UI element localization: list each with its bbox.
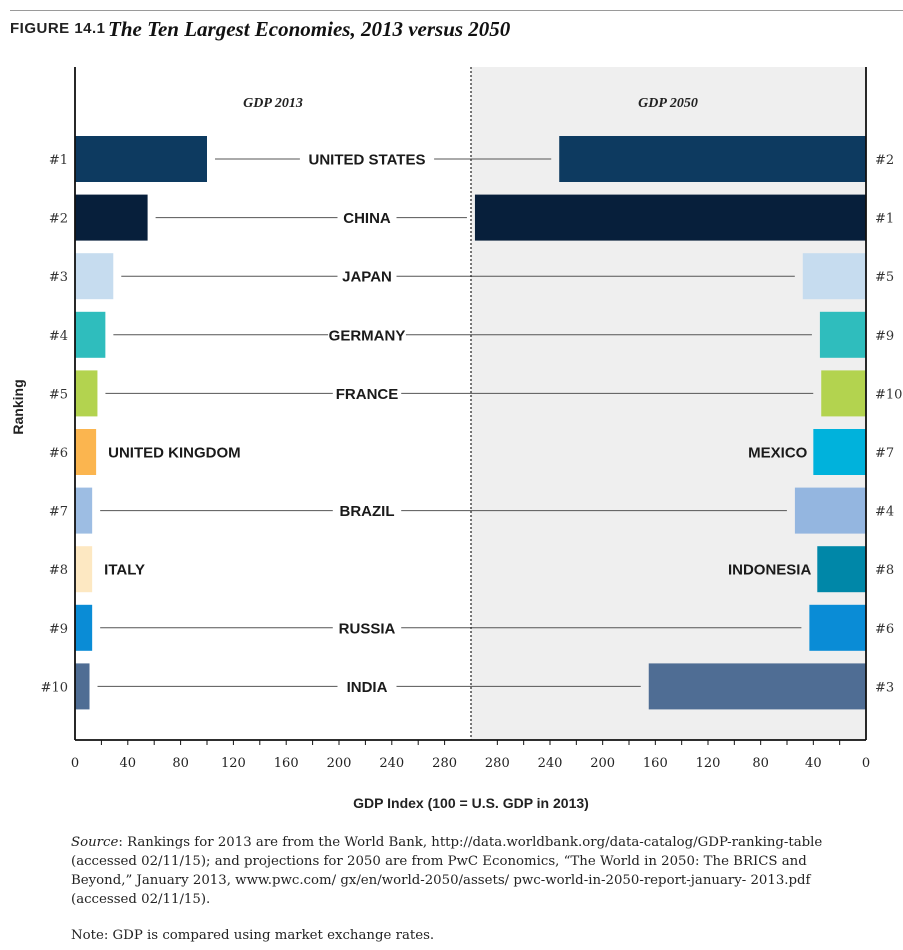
figure-label: FIGURE 14.1	[10, 20, 106, 37]
bar-2050	[817, 546, 866, 593]
figure-title: The Ten Largest Economies, 2013 versus 2…	[108, 17, 511, 41]
rank-2013-label: #7	[49, 505, 68, 520]
bar-2013	[75, 663, 90, 710]
rank-2050-label: #3	[875, 680, 894, 695]
bar-2050	[813, 429, 866, 475]
x-tick-label-left: 280	[432, 756, 457, 771]
x-tick-label-left: 80	[172, 756, 189, 771]
rank-2050-label: #1	[875, 212, 894, 227]
rank-2013-label: #9	[49, 622, 68, 637]
rank-2050-label: #9	[875, 329, 894, 344]
rank-2013-label: #1	[49, 153, 68, 168]
country-label: UNITED STATES	[309, 152, 426, 169]
chart: GDP 2013 GDP 2050 #1 #2 UNITED STATES #2 #1 CHI…	[10, 67, 902, 811]
x-tick-label-left: 240	[379, 756, 404, 771]
x-tick-label-left: 160	[274, 756, 299, 771]
country-label: FRANCE	[336, 386, 399, 403]
bar-2013	[75, 604, 93, 651]
bar-2050	[794, 487, 866, 534]
x-tick-label-left: 200	[327, 756, 352, 771]
country-label: BRAZIL	[340, 503, 395, 520]
x-tick-label-right: 80	[752, 756, 769, 771]
x-tick-label-left: 120	[221, 756, 246, 771]
rank-2013-label: #8	[49, 563, 68, 578]
panel-title-2050: GDP 2050	[638, 96, 698, 111]
rank-2050-label: #4	[875, 505, 894, 520]
bar-2050	[802, 253, 866, 300]
country-label: JAPAN	[342, 269, 392, 286]
bar-2013	[75, 311, 106, 358]
x-tick-label-left: 40	[120, 756, 137, 771]
rank-2013-label: #3	[49, 270, 68, 285]
x-tick-label-right: 280	[485, 756, 510, 771]
y-axis-title: Ranking	[10, 379, 26, 434]
country-label-2013: ITALY	[104, 562, 145, 579]
rank-2013-label: #5	[49, 387, 68, 402]
rank-2050-label: #10	[875, 387, 902, 402]
bar-2013	[75, 136, 207, 182]
exchange-rate-note: Note: GDP is compared using market excha…	[71, 928, 435, 943]
bar-2050	[821, 370, 866, 417]
bar-2013	[75, 370, 98, 417]
bar-2013	[75, 487, 93, 534]
bar-2050	[648, 663, 866, 710]
rank-2050-label: #2	[875, 153, 894, 168]
bar-2013	[75, 194, 148, 241]
bar-2050	[559, 136, 866, 182]
country-label-2013: UNITED KINGDOM	[108, 445, 241, 462]
source-text: : Rankings for 2013 are from the World B…	[71, 835, 823, 907]
source-prefix: Source	[71, 835, 119, 850]
x-tick-label-left: 0	[71, 756, 79, 771]
bar-2013	[75, 546, 93, 593]
rank-2013-label: #4	[49, 329, 68, 344]
top-rule	[10, 10, 903, 11]
country-label: RUSSIA	[339, 620, 396, 637]
rank-2050-label: #6	[875, 622, 894, 637]
country-label: GERMANY	[329, 327, 406, 344]
rank-2050-label: #8	[875, 563, 894, 578]
bar-2013	[75, 253, 114, 300]
x-tick-label-right: 240	[538, 756, 563, 771]
panel-title-2013: GDP 2013	[243, 96, 303, 111]
rank-2013-label: #10	[41, 680, 68, 695]
x-tick-label-right: 0	[862, 756, 870, 771]
source-note: Source: Rankings for 2013 are from the W…	[71, 833, 871, 909]
country-label-2050: MEXICO	[748, 445, 808, 462]
bar-2050	[474, 194, 866, 241]
x-tick-label-right: 40	[805, 756, 822, 771]
x-tick-label-right: 120	[696, 756, 721, 771]
bar-2013	[75, 429, 97, 475]
country-label: INDIA	[347, 679, 388, 696]
rank-2013-label: #6	[49, 446, 68, 461]
country-label: CHINA	[343, 210, 391, 227]
rank-2013-label: #2	[49, 212, 68, 227]
bar-2050	[819, 311, 866, 358]
rank-2050-label: #7	[875, 446, 894, 461]
x-tick-label-right: 160	[643, 756, 668, 771]
bar-2050	[809, 604, 866, 651]
rank-2050-label: #5	[875, 270, 894, 285]
country-label-2050: INDONESIA	[728, 562, 812, 579]
x-tick-label-right: 200	[590, 756, 615, 771]
x-axis-title: GDP Index (100 = U.S. GDP in 2013)	[353, 795, 589, 811]
